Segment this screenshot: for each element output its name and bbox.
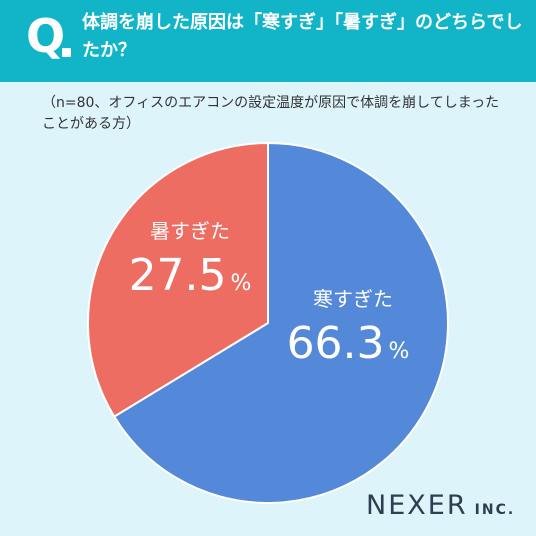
- slice-label-samusugita: 寒すぎた: [313, 287, 393, 311]
- slice-atsusugita: [87, 141, 269, 418]
- header-banner: Q 体調を崩した原因は「寒すぎ」「暑すぎ」のどちらでしたか？: [0, 0, 536, 82]
- brand-logo: NEXER INC.: [366, 490, 515, 521]
- brand-suffix: INC.: [474, 502, 516, 518]
- value-unit-samusugita: %: [389, 339, 410, 364]
- value-unit-atsusugita: %: [231, 271, 252, 296]
- slice-samusugita: [112, 141, 449, 504]
- sample-note: （n=80、オフィスのエアコンの設定温度が原因で体調を崩してしまったことがある方…: [42, 95, 500, 132]
- value-number-samusugita: 66.3: [287, 318, 385, 369]
- question-title: 体調を崩した原因は「寒すぎ」「暑すぎ」のどちらでしたか？: [82, 12, 523, 61]
- brand-name: NEXER: [366, 490, 468, 521]
- slice-value-atsusugita: 27.5%: [129, 250, 252, 301]
- question-q-dot: [62, 48, 71, 57]
- value-number-atsusugita: 27.5: [129, 250, 227, 301]
- question-q-mark: Q: [26, 9, 66, 63]
- slice-label-atsusugita: 暑すぎた: [150, 219, 230, 243]
- slice-value-samusugita: 66.3%: [287, 318, 410, 369]
